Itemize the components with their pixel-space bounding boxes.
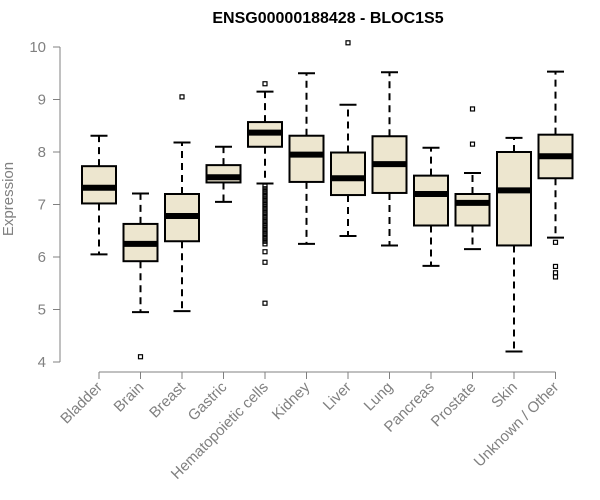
outlier-point bbox=[552, 274, 559, 280]
outlier-point bbox=[262, 196, 268, 202]
x-tick-label: Skin bbox=[488, 379, 521, 412]
outlier-point bbox=[262, 207, 268, 213]
box-group bbox=[288, 72, 325, 245]
outlier-point bbox=[262, 300, 268, 306]
outlier-point bbox=[262, 199, 268, 205]
outlier-point bbox=[262, 201, 268, 208]
y-tick-label: 10 bbox=[29, 39, 46, 56]
y-tick-label: 4 bbox=[38, 354, 46, 371]
box-rect bbox=[496, 151, 532, 247]
outlier-point bbox=[262, 212, 268, 218]
box-rect bbox=[288, 134, 325, 183]
outlier-point bbox=[262, 215, 268, 221]
outlier-point bbox=[262, 209, 268, 215]
outlier-point bbox=[262, 222, 268, 229]
outlier-point bbox=[345, 40, 351, 46]
outlier-point bbox=[552, 270, 559, 276]
outlier-point bbox=[262, 238, 268, 244]
outlier-point bbox=[262, 228, 268, 234]
outlier-point bbox=[469, 141, 476, 147]
box-group bbox=[247, 81, 283, 306]
y-axis: 4 5 6 7 8 9 10 bbox=[29, 39, 61, 371]
x-tick-label: Prostate bbox=[428, 379, 480, 431]
box-group bbox=[81, 134, 117, 256]
box-group bbox=[454, 106, 491, 251]
outlier-point bbox=[262, 259, 268, 265]
box-group bbox=[164, 94, 200, 313]
y-tick-label: 6 bbox=[38, 249, 46, 266]
x-tick-label: Lung bbox=[361, 379, 397, 415]
outlier-point bbox=[262, 233, 268, 239]
x-tick-label: Liver bbox=[320, 379, 355, 414]
outlier-point bbox=[552, 239, 559, 245]
chart-title: ENSG00000188428 - BLOC1S5 bbox=[212, 10, 443, 27]
y-tick-label: 9 bbox=[38, 92, 46, 109]
outlier-point bbox=[262, 217, 268, 223]
outlier-point bbox=[262, 194, 268, 200]
box-group bbox=[205, 145, 242, 203]
outlier-point bbox=[262, 186, 268, 192]
box-group bbox=[122, 192, 159, 360]
outlier-point bbox=[262, 230, 268, 236]
outlier-point bbox=[262, 241, 268, 247]
outlier-point bbox=[262, 236, 268, 242]
outlier-point bbox=[262, 188, 268, 194]
x-tick-label: Brain bbox=[111, 379, 148, 416]
boxes bbox=[81, 40, 574, 360]
y-tick-label: 7 bbox=[38, 197, 46, 214]
outlier-point bbox=[262, 204, 268, 210]
y-tick-label: 8 bbox=[38, 144, 46, 161]
outlier-point bbox=[137, 354, 144, 360]
y-tick-label: 5 bbox=[38, 302, 46, 319]
x-tick-label: Kidney bbox=[269, 378, 314, 423]
outlier-point bbox=[262, 249, 268, 255]
outlier-point bbox=[552, 263, 559, 270]
y-axis-label: Expression bbox=[0, 162, 17, 236]
box-rect bbox=[454, 193, 491, 227]
outlier-point bbox=[262, 220, 268, 226]
outlier-point bbox=[179, 94, 185, 100]
outlier-point bbox=[262, 191, 268, 197]
x-tick-label: Breast bbox=[146, 378, 189, 421]
box-group bbox=[496, 136, 532, 353]
box-group bbox=[537, 70, 574, 280]
outlier-point bbox=[262, 183, 268, 189]
outlier-point bbox=[262, 225, 268, 231]
box-rect bbox=[330, 151, 366, 197]
box-rect bbox=[413, 174, 449, 227]
box-group bbox=[330, 40, 366, 237]
x-tick-label: Bladder bbox=[57, 379, 106, 428]
outlier-point bbox=[262, 81, 268, 87]
box-group bbox=[413, 146, 449, 267]
outlier-point bbox=[469, 106, 476, 112]
box-group bbox=[371, 71, 408, 247]
